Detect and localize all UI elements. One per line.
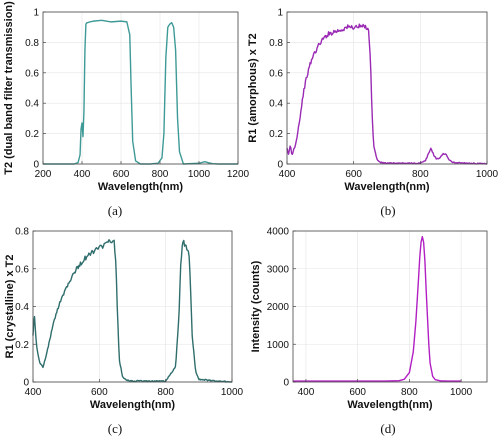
x-axis-label: Wavelength(nm) — [90, 399, 175, 411]
y-tick-label: 3000 — [267, 264, 290, 275]
panel-caption: (b) — [380, 203, 395, 218]
y-tick-label: 0.8 — [269, 38, 283, 49]
x-tick-label: 400 — [279, 169, 296, 180]
y-tick-label: 0 — [283, 378, 289, 389]
chart-panel-2: 400 600 800 1000 0 0.2 0.4 0.6 0.8 1 Wavelength(nm… — [247, 8, 499, 219]
y-tick-label: 1000 — [267, 340, 290, 351]
series-line-1 — [43, 19, 238, 165]
chart-panels: 200 400 600 800 1000 120000.20.40.60.81Wavele… — [3, 1, 499, 436]
y-tick-label: 0.4 — [25, 99, 39, 110]
panel-caption: (d) — [380, 421, 395, 436]
x-tick-label: 600 — [345, 169, 362, 180]
x-tick-label: 400 — [74, 169, 91, 180]
y-tick-label: 0.6 — [269, 68, 283, 79]
x-axis-label: Wavelength(nm) — [347, 399, 432, 411]
x-tick-label: 200 — [35, 169, 52, 180]
x-axis-label: Wavelength(nm) — [98, 181, 183, 193]
y-tick-label: 0.8 — [15, 227, 29, 238]
y-tick-label: 0 — [277, 160, 283, 171]
chart-panel-4: 400 600 800 1000 0 1000 2000 3000 4000 Wavelength… — [250, 227, 488, 436]
chart-panel-1: 200 400 600 800 1000 1200 0 0.2 0.4 0.6 0.8 1 Wavele… — [3, 1, 250, 218]
x-tick-label: 800 — [152, 169, 169, 180]
y-tick-label: 0.2 — [269, 129, 283, 140]
y-axis-label: R1 (amorphous) x T2 — [247, 33, 259, 142]
y-axis-label: R1 (crystalline) x T2 — [4, 255, 16, 359]
x-tick-label: 400 — [25, 387, 42, 398]
x-tick-label: 1000 — [221, 387, 244, 398]
x-tick-label: 800 — [157, 387, 174, 398]
x-tick-label: 600 — [349, 387, 366, 398]
panel-caption: (c) — [108, 421, 122, 436]
x-tick-label: 600 — [91, 387, 108, 398]
series-line-1 — [293, 235, 462, 382]
y-tick-label: 0.8 — [25, 38, 39, 49]
x-tick-label: 400 — [298, 387, 315, 398]
x-axis-label: Wavelength(nm) — [344, 181, 429, 193]
y-tick-label: 0 — [23, 378, 29, 389]
y-axis-label: Intensity (counts) — [250, 260, 262, 352]
y-axis-label: T2 (dual band filter transmission) — [3, 1, 15, 175]
y-tick-label: 0 — [33, 160, 39, 171]
x-tick-label: 600 — [113, 169, 130, 180]
y-tick-label: 0.6 — [15, 264, 29, 275]
series-line-1 — [32, 239, 233, 383]
x-tick-label: 800 — [412, 169, 429, 180]
y-tick-label: 0.2 — [15, 340, 29, 351]
y-tick-label: 0.6 — [25, 68, 39, 79]
x-tick-label: 800 — [401, 387, 418, 398]
panel-caption: (a) — [108, 203, 122, 218]
y-tick-label: 1 — [33, 8, 39, 19]
y-tick-label: 2000 — [267, 302, 290, 313]
plot-frame — [42, 11, 239, 165]
series-line-1 — [286, 23, 487, 165]
y-tick-label: 0.4 — [269, 99, 283, 110]
plot-frame — [286, 11, 488, 165]
x-tick-label: 1000 — [476, 169, 499, 180]
y-tick-label: 4000 — [267, 227, 290, 238]
x-tick-label: 1000 — [188, 169, 211, 180]
x-tick-label: 1000 — [450, 387, 473, 398]
x-tick-label: 1200 — [227, 169, 250, 180]
y-tick-label: 1 — [277, 8, 283, 19]
chart-panel-3: 400 600 800 1000 0 0.2 0.4 0.6 0.8 Wavelength(nm)… — [4, 227, 244, 436]
y-tick-label: 0.2 — [25, 129, 39, 140]
y-tick-label: 0.4 — [15, 302, 29, 313]
